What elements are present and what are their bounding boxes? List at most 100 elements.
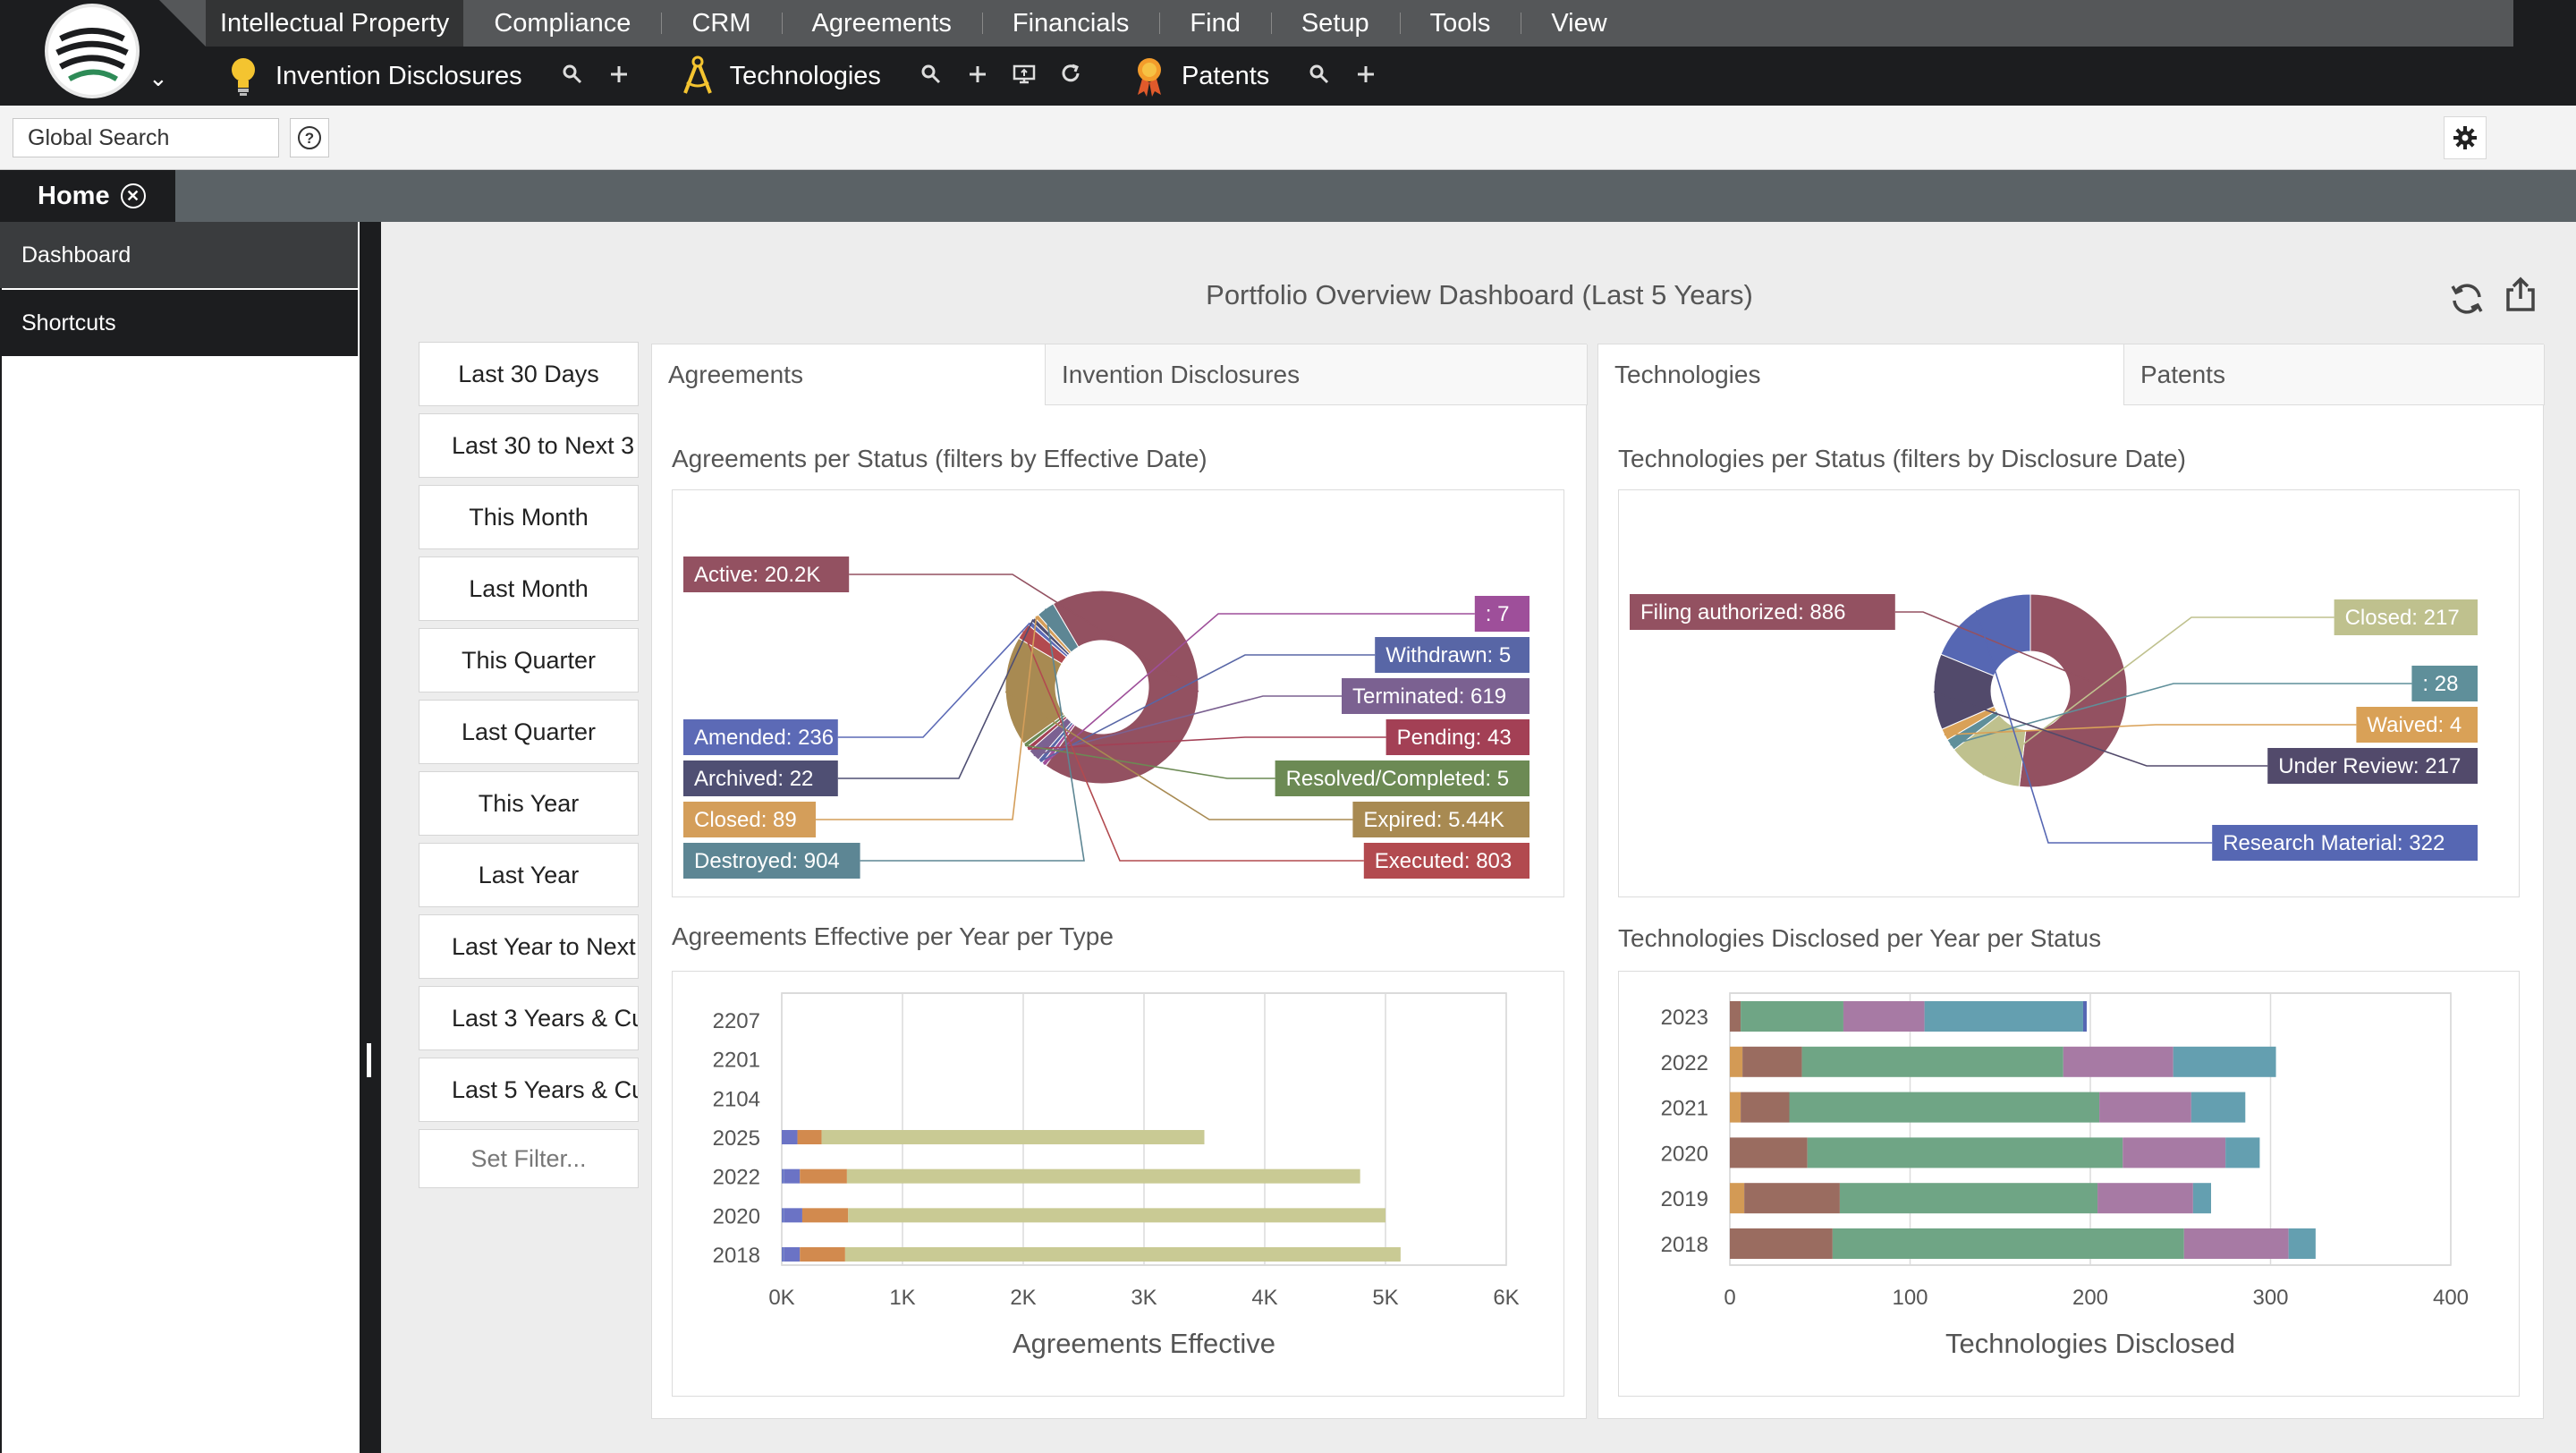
bar-segment[interactable]	[2082, 1001, 2087, 1032]
bar-segment[interactable]	[784, 1168, 801, 1184]
bar-segment[interactable]	[2099, 1092, 2191, 1123]
filter-last-30-days[interactable]: Last 30 Days	[419, 342, 639, 406]
bar-segment[interactable]	[2190, 1092, 2246, 1123]
menu-find[interactable]: Find	[1159, 0, 1270, 47]
bar-segment[interactable]	[848, 1208, 1385, 1223]
filter-last-3-years[interactable]: Last 3 Years & Cu	[419, 986, 639, 1050]
tab-agreements[interactable]: Agreements	[652, 344, 1046, 405]
bar-segment[interactable]	[801, 1208, 849, 1223]
menu-financials[interactable]: Financials	[981, 0, 1160, 47]
bar-segment[interactable]	[1730, 1001, 1741, 1032]
menu-setup[interactable]: Setup	[1270, 0, 1400, 47]
callout-label-resolved-completed-5: Resolved/Completed: 5	[1286, 767, 1509, 791]
bar-segment[interactable]	[782, 1168, 784, 1184]
bar-segment[interactable]	[784, 1208, 802, 1223]
menu-tools[interactable]: Tools	[1399, 0, 1521, 47]
module-technologies: Technologies	[678, 55, 1094, 98]
close-icon[interactable]: ✕	[120, 183, 146, 208]
bar-segment[interactable]	[2225, 1137, 2260, 1168]
filter-last-year[interactable]: Last Year	[419, 843, 639, 907]
donut-slice-filing-authorized-886[interactable]	[2018, 593, 2128, 788]
bar-segment[interactable]	[1730, 1092, 1741, 1123]
filter-this-quarter[interactable]: This Quarter	[419, 628, 639, 693]
callout-label-archived-22: Archived: 22	[694, 767, 813, 791]
bar-segment[interactable]	[821, 1130, 1205, 1144]
bar-segment[interactable]	[2123, 1137, 2226, 1168]
bar-segment[interactable]	[800, 1168, 847, 1184]
module-label-patents[interactable]: Patents	[1181, 61, 1270, 90]
menu-agreements[interactable]: Agreements	[781, 0, 982, 47]
donut-slice-research-material-322[interactable]	[1940, 593, 2031, 677]
filter-this-year[interactable]: This Year	[419, 771, 639, 836]
sidebar-resize-handle[interactable]	[367, 1043, 371, 1077]
bar-segment[interactable]	[797, 1130, 822, 1144]
menu-compliance[interactable]: Compliance	[494, 9, 631, 38]
bar-segment[interactable]	[1839, 1183, 2098, 1214]
bar-segment[interactable]	[1744, 1183, 1840, 1214]
sidebar-item-shortcuts[interactable]: Shortcuts	[0, 290, 358, 356]
donut-slice-destroyed-904[interactable]	[1037, 603, 1080, 653]
monitor-upload-icon[interactable]	[1001, 63, 1047, 90]
tab-home[interactable]: Home ✕	[0, 170, 175, 222]
y-tick-label: 2025	[713, 1126, 760, 1151]
settings-button[interactable]	[2444, 116, 2487, 159]
bar-segment[interactable]	[2063, 1046, 2174, 1077]
filter-last-year-to-next[interactable]: Last Year to Next	[419, 914, 639, 979]
chevron-down-icon[interactable]: ⌄	[148, 64, 168, 91]
bar-segment[interactable]	[846, 1168, 1360, 1184]
module-label-invention-disclosures[interactable]: Invention Disclosures	[275, 61, 522, 90]
bar-segment[interactable]	[1741, 1092, 1790, 1123]
add-icon[interactable]	[596, 63, 642, 90]
search-icon[interactable]	[908, 63, 954, 90]
bar-segment[interactable]	[800, 1247, 845, 1262]
filter-this-month[interactable]: This Month	[419, 485, 639, 549]
set-filter-button[interactable]: Set Filter...	[419, 1129, 639, 1188]
search-icon[interactable]	[1296, 63, 1343, 90]
bar-segment[interactable]	[1742, 1046, 1802, 1077]
bar-segment[interactable]	[2173, 1046, 2276, 1077]
refresh-icon[interactable]	[2447, 279, 2487, 319]
bar-segment[interactable]	[1832, 1228, 2184, 1259]
donut-slice-active-20-2k[interactable]	[1045, 590, 1199, 785]
bar-segment[interactable]	[1730, 1046, 1743, 1077]
tab-invention-disclosures[interactable]: Invention Disclosures	[1046, 344, 1588, 405]
sidebar-item-dashboard[interactable]: Dashboard	[0, 222, 358, 288]
bar-segment[interactable]	[2288, 1228, 2316, 1259]
bar-segment[interactable]	[2192, 1183, 2212, 1214]
add-icon[interactable]	[1343, 63, 1389, 90]
bar-segment[interactable]	[782, 1130, 798, 1144]
menu-crm[interactable]: CRM	[661, 0, 781, 47]
bar-segment[interactable]	[1924, 1001, 2083, 1032]
bar-segment[interactable]	[1730, 1183, 1745, 1214]
menu-view[interactable]: View	[1521, 0, 1637, 47]
filter-last-month[interactable]: Last Month	[419, 557, 639, 621]
bar-segment[interactable]	[1730, 1137, 1808, 1168]
bar-segment[interactable]	[784, 1247, 801, 1262]
filter-last-quarter[interactable]: Last Quarter	[419, 700, 639, 764]
bar-segment[interactable]	[844, 1247, 1401, 1262]
app-logo[interactable]	[45, 4, 140, 98]
bar-segment[interactable]	[2097, 1183, 2193, 1214]
bar-segment[interactable]	[1843, 1001, 1925, 1032]
x-tick-label: 2K	[1010, 1286, 1036, 1310]
bar-segment[interactable]	[782, 1247, 784, 1262]
bar-segment[interactable]	[1807, 1137, 2123, 1168]
refresh-icon[interactable]	[1047, 63, 1094, 90]
search-icon[interactable]	[549, 63, 596, 90]
export-icon[interactable]	[2501, 276, 2540, 315]
add-icon[interactable]	[954, 63, 1001, 90]
bar-segment[interactable]	[1730, 1228, 1833, 1259]
bar-segment[interactable]	[782, 1208, 784, 1223]
filter-last-30-to-next-30[interactable]: Last 30 to Next 3	[419, 413, 639, 478]
bar-segment[interactable]	[2183, 1228, 2289, 1259]
bar-segment[interactable]	[1741, 1001, 1843, 1032]
module-label-technologies[interactable]: Technologies	[729, 61, 881, 90]
help-button[interactable]: ?	[290, 118, 329, 157]
bar-segment[interactable]	[1801, 1046, 2063, 1077]
tab-technologies[interactable]: Technologies	[1598, 344, 2124, 405]
filter-last-5-years[interactable]: Last 5 Years & Cu	[419, 1058, 639, 1122]
bar-segment[interactable]	[1789, 1092, 2100, 1123]
global-search-input[interactable]	[13, 118, 279, 157]
menu-intellectual-property[interactable]: Intellectual Property	[206, 0, 464, 47]
tab-patents[interactable]: Patents	[2124, 344, 2545, 405]
